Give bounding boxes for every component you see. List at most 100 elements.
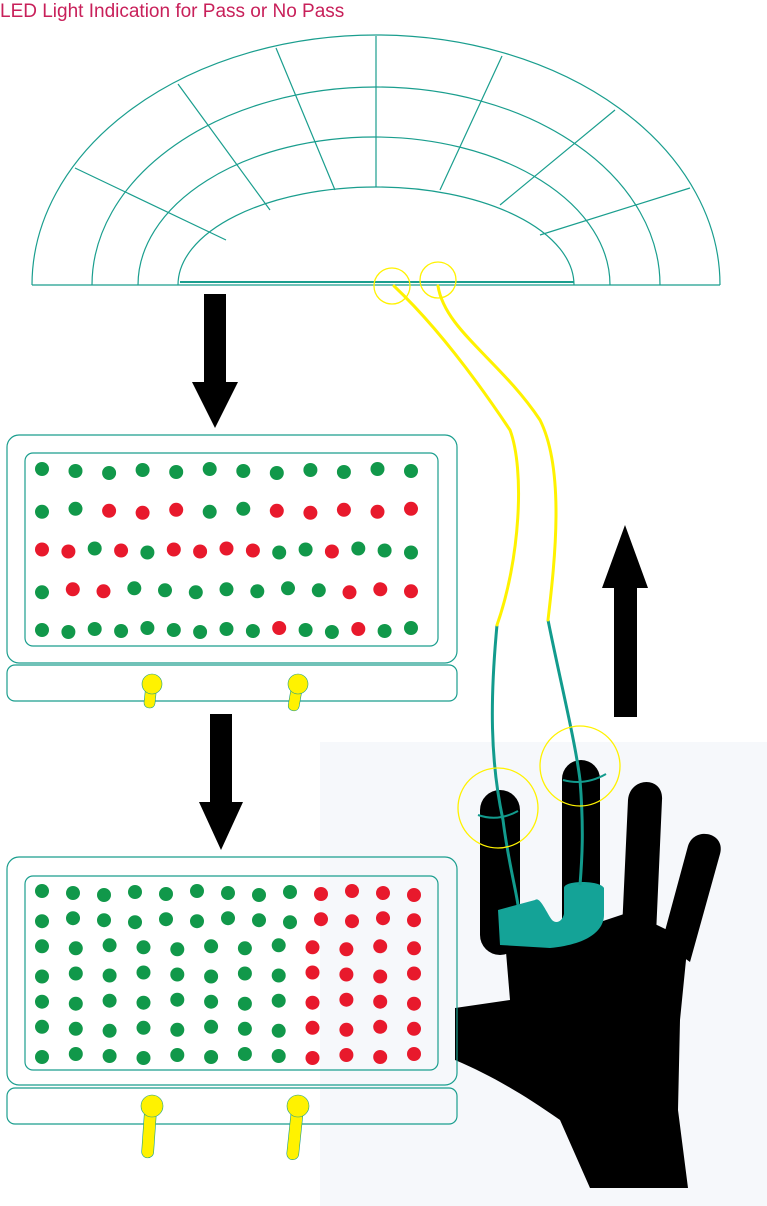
led-fail bbox=[61, 544, 76, 559]
led-pass bbox=[237, 996, 252, 1011]
led-pass bbox=[102, 1049, 117, 1063]
led-fail bbox=[303, 505, 318, 520]
led-fail bbox=[407, 913, 421, 928]
led-fail bbox=[407, 1021, 421, 1036]
led-fail bbox=[370, 504, 385, 519]
led-pass bbox=[135, 463, 150, 477]
led-pass bbox=[204, 939, 219, 954]
led-pass bbox=[272, 545, 287, 560]
led-fail bbox=[219, 541, 234, 556]
led-fail bbox=[339, 992, 354, 1007]
upper-led-panel bbox=[6, 434, 458, 712]
led-pass bbox=[298, 623, 313, 637]
led-pass bbox=[370, 462, 385, 476]
led-pass bbox=[68, 464, 83, 478]
led-pass bbox=[377, 624, 392, 638]
led-pass bbox=[35, 462, 49, 476]
fingertip-highlight-circle bbox=[539, 725, 621, 807]
led-pass bbox=[128, 915, 142, 930]
led-pass bbox=[204, 994, 219, 1009]
led-fail bbox=[373, 994, 388, 1009]
led-pass bbox=[351, 541, 366, 556]
led-pass bbox=[35, 585, 49, 600]
arrows bbox=[192, 294, 648, 850]
led-pass bbox=[204, 1019, 219, 1034]
led-pass bbox=[377, 543, 392, 558]
led-pass bbox=[271, 1049, 286, 1063]
semicircle-sensor-board bbox=[31, 34, 721, 286]
led-pass bbox=[252, 888, 266, 902]
led-pass bbox=[97, 913, 111, 928]
toggle-switch[interactable] bbox=[286, 1094, 310, 1161]
led-fail bbox=[35, 542, 49, 557]
led-pass bbox=[102, 938, 117, 953]
led-fail bbox=[272, 621, 287, 635]
led-pass bbox=[336, 465, 351, 479]
led-fail bbox=[314, 912, 328, 927]
led-pass bbox=[68, 966, 83, 981]
led-pass bbox=[252, 913, 266, 928]
led-pass bbox=[204, 1050, 219, 1064]
fingertip-highlight-circle bbox=[457, 767, 539, 849]
led-pass bbox=[136, 965, 151, 980]
dome-arc-inner bbox=[177, 186, 575, 286]
led-pass bbox=[404, 545, 418, 560]
led-pass bbox=[190, 884, 204, 898]
led-fail bbox=[245, 543, 260, 558]
finger-band-left bbox=[477, 810, 519, 819]
led-pass bbox=[190, 914, 204, 929]
led-fail bbox=[305, 940, 320, 955]
panel-base bbox=[6, 1087, 458, 1125]
led-pass bbox=[87, 622, 102, 636]
dome-spoke bbox=[177, 83, 271, 211]
led-pass bbox=[170, 942, 185, 957]
led-fail bbox=[102, 503, 117, 518]
led-fail bbox=[305, 1051, 320, 1065]
led-pass bbox=[68, 1021, 83, 1036]
led-fail bbox=[314, 887, 328, 901]
led-pass bbox=[283, 885, 297, 899]
led-pass bbox=[97, 888, 111, 902]
led-pass bbox=[128, 885, 142, 899]
led-pass bbox=[68, 1047, 83, 1061]
dome-spoke bbox=[74, 167, 227, 241]
led-pass bbox=[35, 939, 49, 954]
panel-base bbox=[6, 664, 458, 702]
led-fail bbox=[373, 1050, 388, 1064]
led-pass bbox=[236, 501, 251, 516]
led-fail bbox=[407, 1047, 421, 1061]
led-grid bbox=[35, 884, 421, 1065]
toggle-switch[interactable] bbox=[140, 1094, 164, 1159]
arrow-up-right bbox=[602, 525, 648, 717]
led-pass bbox=[237, 1047, 252, 1061]
led-pass bbox=[298, 542, 313, 557]
led-pass bbox=[170, 1048, 185, 1062]
led-pass bbox=[136, 995, 151, 1010]
led-pass bbox=[35, 994, 49, 1009]
panel-screen bbox=[24, 452, 439, 647]
led-pass bbox=[281, 581, 295, 596]
led-pass bbox=[237, 966, 252, 981]
lower-led-panel bbox=[6, 856, 458, 1161]
led-pass bbox=[221, 911, 235, 926]
led-pass bbox=[159, 887, 173, 901]
led-pass bbox=[404, 464, 418, 478]
led-pass bbox=[66, 911, 80, 926]
toggle-switch[interactable] bbox=[287, 673, 309, 712]
led-pass bbox=[170, 967, 185, 982]
led-fail bbox=[339, 1022, 354, 1037]
led-pass bbox=[188, 585, 203, 600]
panel-frame bbox=[6, 856, 458, 1086]
led-pass bbox=[136, 1020, 151, 1035]
finger-little bbox=[662, 833, 721, 962]
led-pass bbox=[404, 621, 418, 635]
toggle-switch[interactable] bbox=[141, 673, 163, 709]
led-pass bbox=[35, 884, 49, 898]
led-pass bbox=[271, 968, 286, 983]
led-pass bbox=[237, 1021, 252, 1036]
led-pass bbox=[169, 465, 184, 479]
led-fail bbox=[407, 888, 421, 902]
led-pass bbox=[311, 583, 326, 598]
led-fail bbox=[114, 543, 129, 558]
